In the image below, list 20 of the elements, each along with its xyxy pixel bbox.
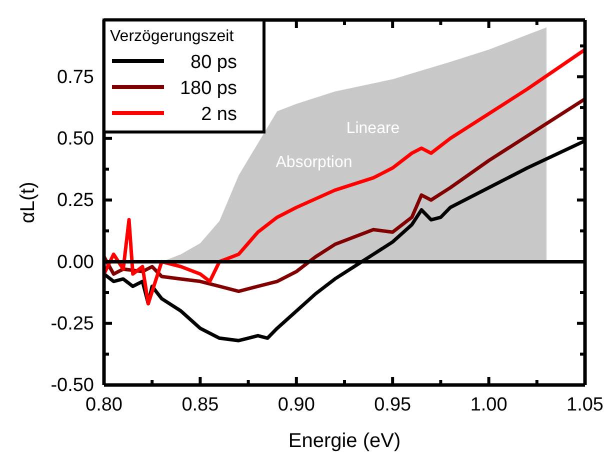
x-tick-label: 0.95 bbox=[374, 394, 412, 416]
legend-title: Verzögerungszeit bbox=[110, 28, 234, 45]
y-tick-label: 0.50 bbox=[57, 128, 94, 150]
x-tick-label: 0.80 bbox=[86, 394, 122, 416]
x-tick-label: 0.85 bbox=[182, 394, 219, 416]
y-tick-label: 0.75 bbox=[57, 66, 94, 88]
y-tick-label: 0.25 bbox=[57, 190, 94, 212]
x-tick-label: 1.05 bbox=[566, 394, 604, 416]
y-tick-label: -0.50 bbox=[50, 375, 94, 396]
x-axis-title: Energie (eV) bbox=[288, 430, 401, 452]
y-tick-label: 0.00 bbox=[57, 252, 94, 273]
y-tick-label: -0.25 bbox=[50, 313, 94, 334]
legend-label: 2 ns bbox=[201, 104, 237, 125]
legend-label: 80 ps bbox=[190, 52, 237, 73]
line-series bbox=[104, 48, 585, 306]
line-series bbox=[104, 97, 585, 294]
y-axis-title: αL(t) bbox=[17, 182, 39, 224]
legend-label: 180 ps bbox=[180, 78, 237, 99]
x-tick-label: 1.00 bbox=[470, 394, 508, 416]
x-tick-label: 0.90 bbox=[278, 394, 315, 416]
